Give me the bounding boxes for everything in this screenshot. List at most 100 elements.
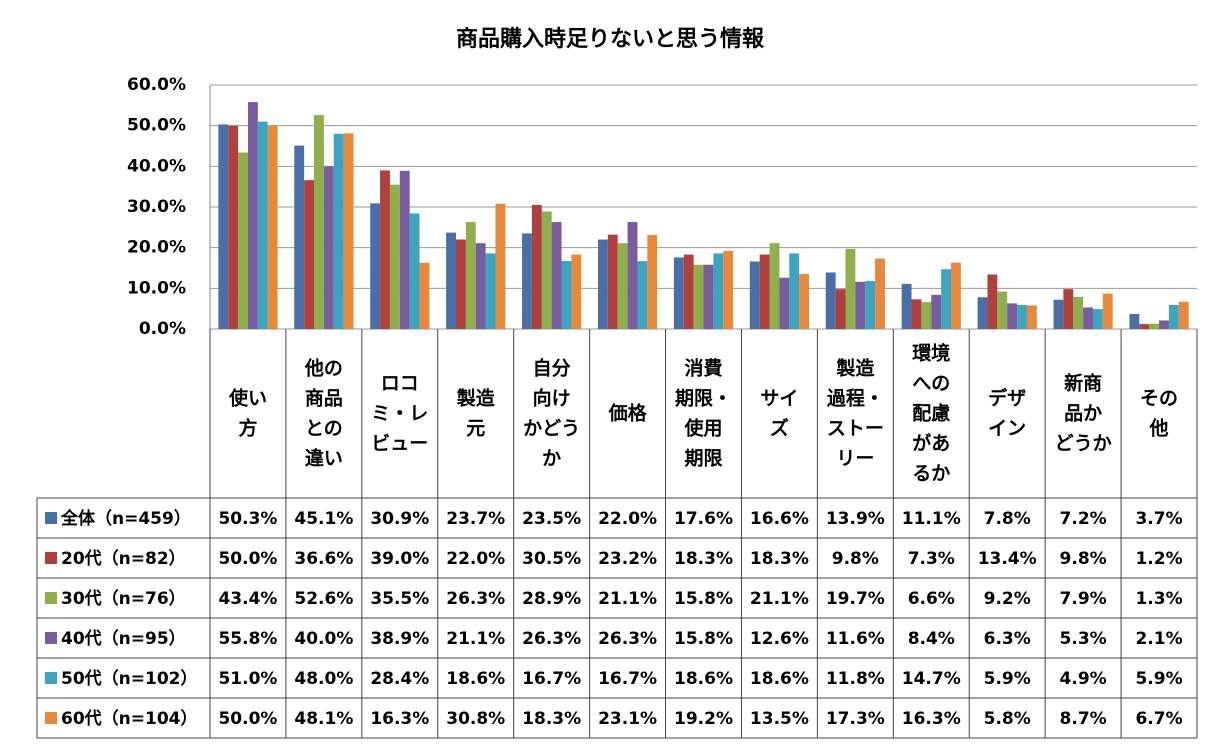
legend-label: 50代（n=102） bbox=[61, 668, 198, 689]
table-cell: 23.7% bbox=[446, 509, 505, 529]
bar bbox=[475, 243, 486, 329]
x-tick-label: 製造過程・ストーリー bbox=[827, 356, 884, 469]
bar bbox=[865, 281, 876, 329]
bar bbox=[1092, 309, 1103, 329]
bar bbox=[446, 232, 456, 329]
bar bbox=[257, 121, 268, 329]
bar bbox=[845, 248, 856, 329]
bar bbox=[465, 222, 476, 329]
table-cell: 12.6% bbox=[750, 629, 809, 649]
bar bbox=[561, 261, 572, 329]
bar bbox=[597, 239, 608, 329]
bar bbox=[380, 170, 390, 329]
legend-swatch bbox=[45, 512, 57, 524]
table-cell: 50.3% bbox=[218, 509, 277, 529]
table-cell: 18.3% bbox=[750, 549, 809, 569]
bar bbox=[855, 281, 866, 329]
table-cell: 18.6% bbox=[446, 669, 505, 689]
y-tick-label: 0.0% bbox=[139, 319, 186, 339]
bar bbox=[1159, 320, 1169, 329]
x-tick-label: その他 bbox=[1140, 387, 1178, 439]
table-cell: 6.6% bbox=[908, 589, 955, 609]
x-tick-label: サイズ bbox=[760, 387, 798, 439]
table-cell: 13.5% bbox=[750, 709, 809, 729]
table-cell: 18.3% bbox=[522, 709, 581, 729]
x-tick-label: 環境への配慮があるか bbox=[912, 341, 950, 484]
table-cell: 21.1% bbox=[750, 589, 809, 609]
table-cell: 30.5% bbox=[522, 549, 581, 569]
x-tick-label: 自分向けかどうか bbox=[523, 356, 580, 469]
table-cell: 11.1% bbox=[902, 509, 961, 529]
bar bbox=[875, 258, 885, 329]
table-cell: 18.6% bbox=[674, 669, 733, 689]
bar bbox=[333, 133, 344, 329]
y-tick-label: 40.0% bbox=[127, 156, 186, 176]
table-cell: 9.8% bbox=[1060, 549, 1107, 569]
table-cell: 9.8% bbox=[832, 549, 879, 569]
table-cell: 23.2% bbox=[598, 549, 657, 569]
bar bbox=[627, 222, 638, 329]
table-cell: 9.2% bbox=[984, 589, 1031, 609]
table-cell: 8.7% bbox=[1060, 709, 1107, 729]
table-cell: 50.0% bbox=[218, 549, 277, 569]
bar bbox=[769, 243, 780, 329]
table-cell: 7.8% bbox=[984, 509, 1031, 529]
legend-label: 40代（n=95） bbox=[61, 628, 186, 649]
bar bbox=[1017, 305, 1027, 329]
table-cell: 22.0% bbox=[446, 549, 505, 569]
x-tick-label: 他の商品との違い bbox=[304, 356, 343, 469]
bar bbox=[977, 297, 988, 329]
bar bbox=[522, 233, 532, 329]
table-cell: 18.3% bbox=[674, 549, 733, 569]
bar bbox=[1178, 301, 1189, 329]
bar bbox=[799, 274, 810, 329]
bar bbox=[779, 277, 790, 329]
table-cell: 35.5% bbox=[370, 589, 429, 609]
table-cell: 55.8% bbox=[218, 629, 277, 649]
y-tick-label: 60.0% bbox=[127, 75, 186, 95]
table-cell: 8.4% bbox=[908, 629, 955, 649]
bar bbox=[541, 211, 552, 329]
x-tick-label: 使い方 bbox=[228, 387, 267, 439]
table-cell: 6.3% bbox=[984, 629, 1031, 649]
bar bbox=[931, 294, 942, 329]
bar bbox=[304, 180, 315, 329]
table-cell: 21.1% bbox=[598, 589, 657, 609]
table-cell: 5.8% bbox=[984, 709, 1031, 729]
bar bbox=[238, 152, 248, 329]
chart-title: 商品購入時足りないと思う情報 bbox=[456, 26, 765, 52]
bar bbox=[419, 262, 430, 329]
legend-label: 60代（n=104） bbox=[61, 708, 198, 729]
table-cell: 48.0% bbox=[294, 669, 353, 689]
table-cell: 5.3% bbox=[1060, 629, 1107, 649]
x-tick-label: 製造元 bbox=[456, 386, 496, 439]
table-cell: 30.8% bbox=[446, 709, 505, 729]
bar bbox=[607, 234, 618, 329]
table-cell: 23.5% bbox=[522, 509, 581, 529]
bar bbox=[343, 133, 354, 329]
table-cell: 15.8% bbox=[674, 589, 733, 609]
table-cell: 28.9% bbox=[522, 589, 581, 609]
table-cell: 18.6% bbox=[750, 669, 809, 689]
table-cell: 6.7% bbox=[1135, 709, 1182, 729]
table-cell: 14.7% bbox=[902, 669, 961, 689]
bar bbox=[647, 235, 658, 329]
bar bbox=[951, 262, 961, 329]
bar bbox=[1083, 307, 1093, 329]
table-cell: 16.6% bbox=[750, 509, 809, 529]
legend-swatch bbox=[45, 592, 57, 604]
bar bbox=[1129, 313, 1140, 329]
bar bbox=[1063, 289, 1074, 329]
table-cell: 11.8% bbox=[826, 669, 885, 689]
table-cell: 48.1% bbox=[294, 709, 353, 729]
table-cell: 28.4% bbox=[370, 669, 429, 689]
table-cell: 2.1% bbox=[1135, 629, 1182, 649]
table-cell: 23.1% bbox=[598, 709, 657, 729]
table-cell: 38.9% bbox=[370, 629, 429, 649]
table-cell: 7.9% bbox=[1060, 589, 1107, 609]
table-cell: 13.4% bbox=[978, 549, 1037, 569]
table-cell: 1.3% bbox=[1135, 589, 1182, 609]
bar bbox=[637, 261, 648, 329]
x-tick-label: デザイン bbox=[988, 386, 1026, 439]
